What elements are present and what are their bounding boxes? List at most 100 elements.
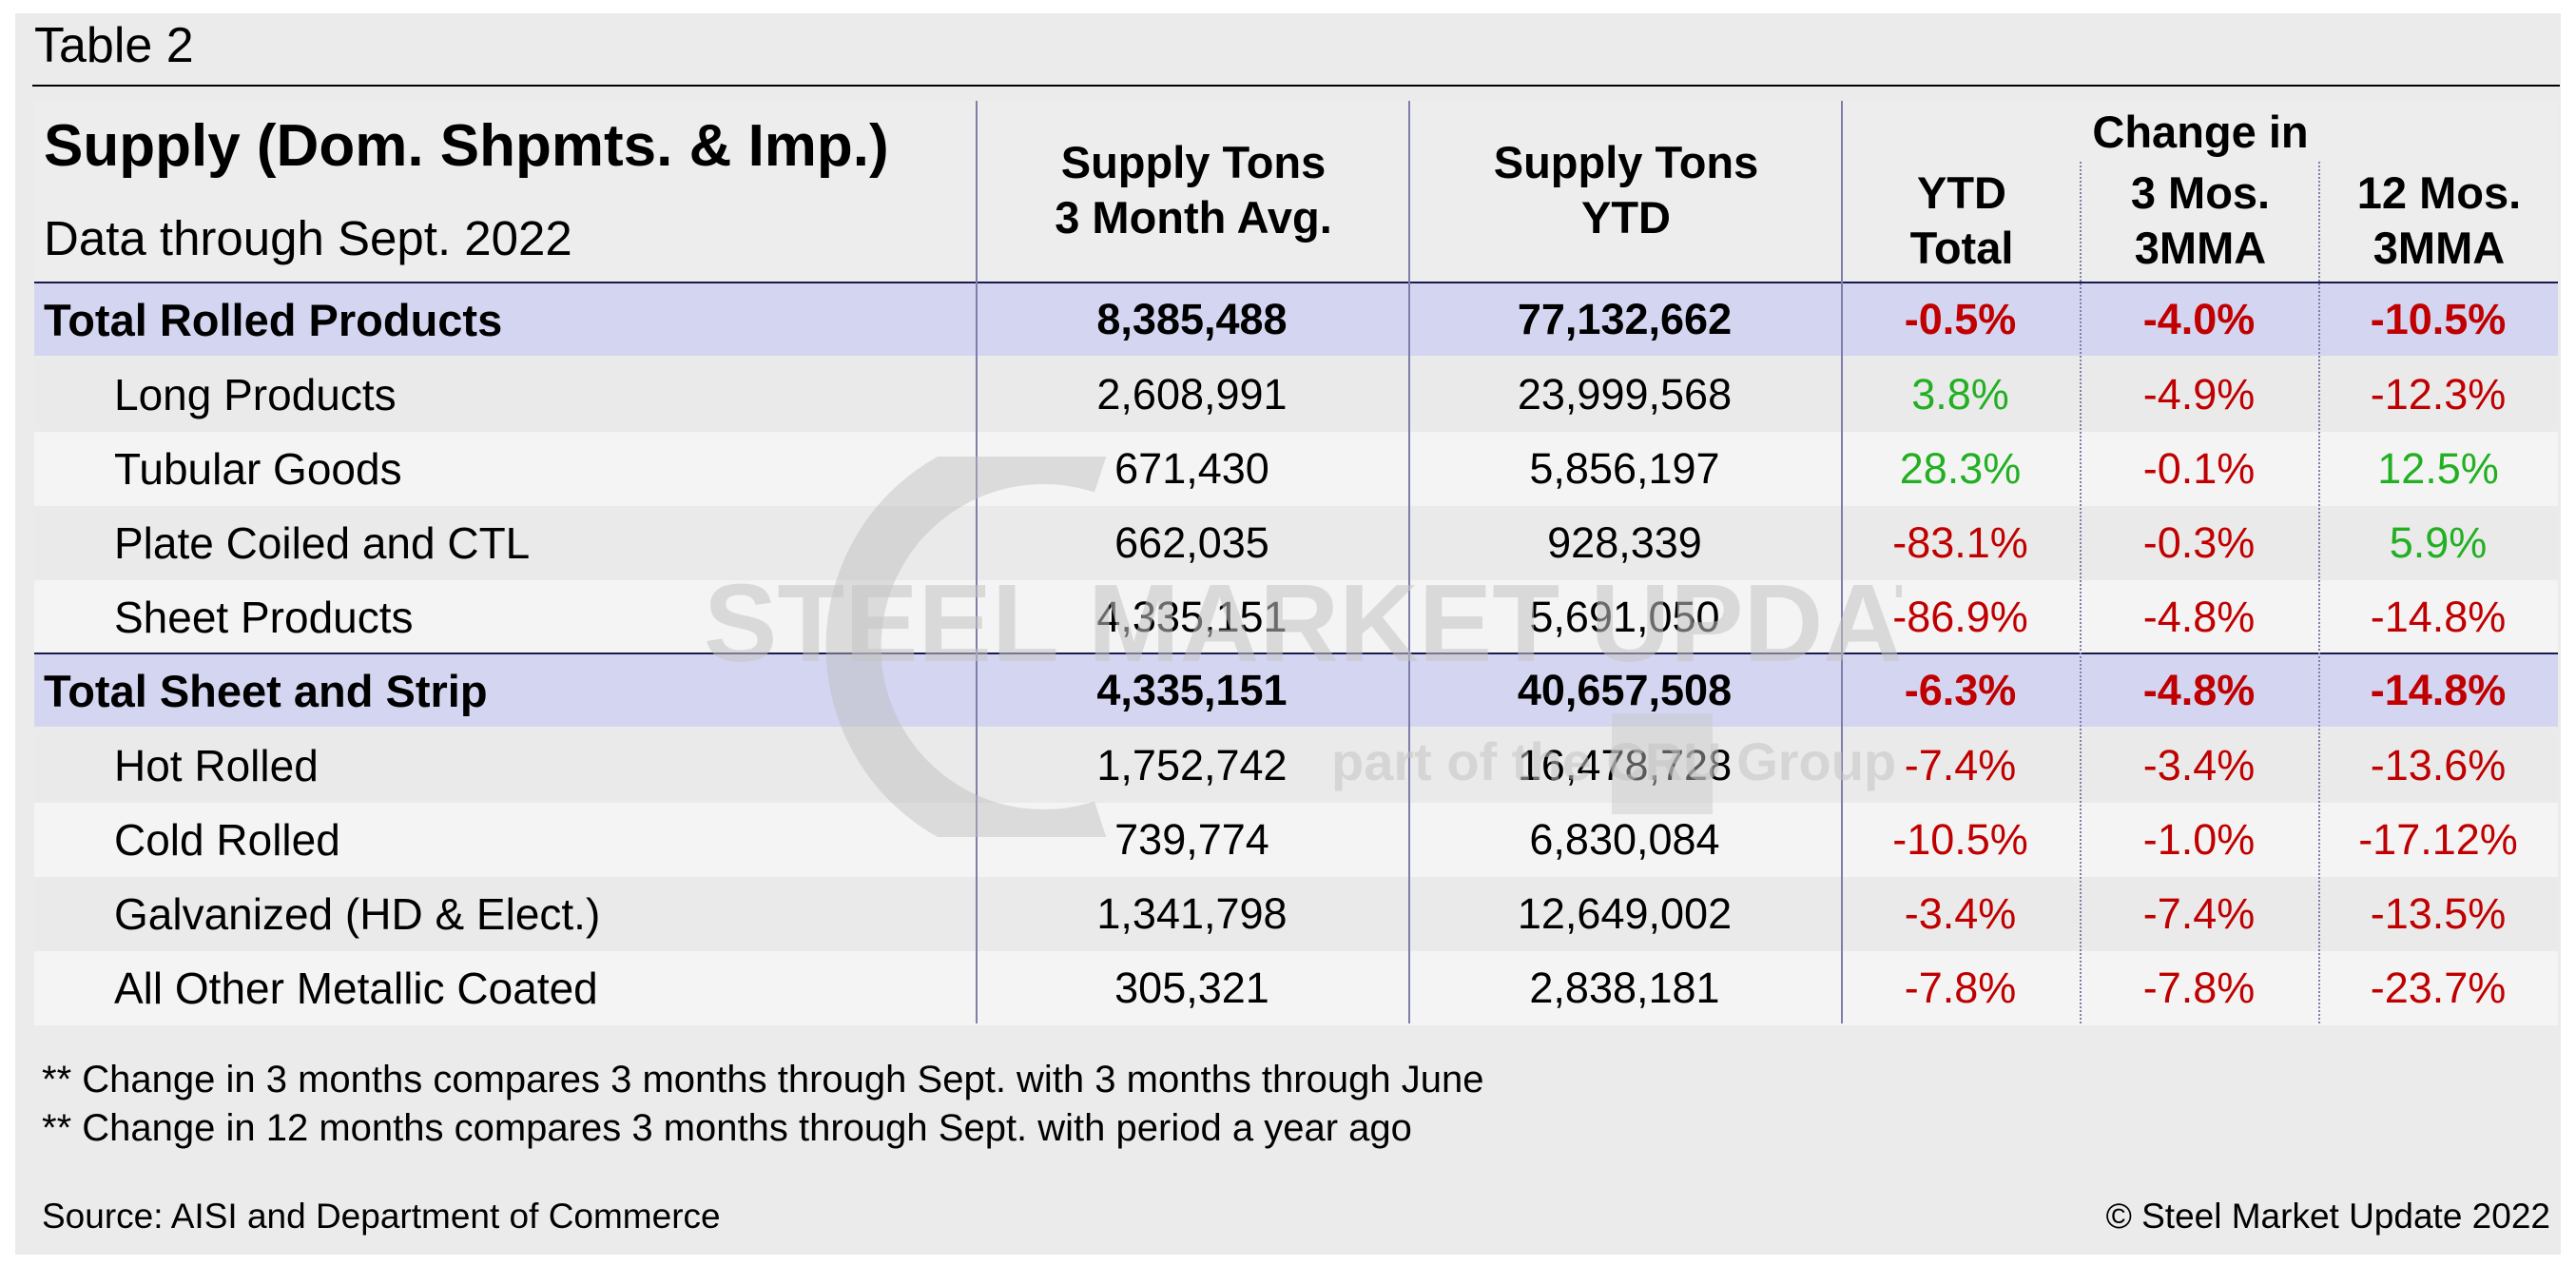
source-note: Source: AISI and Department of Commerce <box>42 1197 721 1236</box>
cell-avg: 1,752,742 <box>1096 741 1288 789</box>
table-row: Long Products 2,608,991 23,999,568 3.8% -4.9… <box>34 358 2558 432</box>
cell-avg: 662,035 <box>1114 518 1269 567</box>
cell-avg: 671,430 <box>1114 444 1269 493</box>
cell-chg-3: -4.8% <box>2142 666 2256 714</box>
cell-ytd: 2,838,181 <box>1529 964 1720 1012</box>
row-label: Hot Rolled <box>114 741 319 790</box>
cell-avg: 8,385,488 <box>1096 295 1288 343</box>
cell-chg-ytd: -7.4% <box>1904 741 2017 789</box>
cell-chg-ytd: 28.3% <box>1899 444 2022 493</box>
cell-chg-ytd: -7.8% <box>1904 964 2017 1012</box>
row-label: All Other Metallic Coated <box>114 964 598 1013</box>
col-header-12mos-line1: 12 Mos. <box>2356 167 2522 218</box>
col-header-ytd-total-line2: Total <box>1909 223 2014 273</box>
col-header-ytd-total-line1: YTD <box>1917 167 2006 218</box>
cell-avg: 1,341,798 <box>1096 889 1288 938</box>
cell-chg-12: -14.8% <box>2370 666 2507 714</box>
table-title: Supply (Dom. Shpmts. & Imp.) <box>44 113 889 179</box>
col-header-ytd-total: YTD Total <box>1843 166 2081 276</box>
row-label: Total Sheet and Strip <box>44 665 488 716</box>
cell-chg-3: -1.0% <box>2142 815 2256 864</box>
cell-chg-3: -7.4% <box>2142 889 2256 938</box>
cell-ytd: 23,999,568 <box>1517 370 1733 419</box>
row-label: Galvanized (HD & Elect.) <box>114 889 601 939</box>
cell-avg: 4,335,151 <box>1096 666 1288 714</box>
cell-chg-ytd: -83.1% <box>1892 518 2028 567</box>
section-divider <box>34 652 2558 654</box>
table-row: Sheet Products 4,335,151 5,691,050 -86.9% -4… <box>34 580 2558 654</box>
cell-ytd: 5,856,197 <box>1529 444 1720 493</box>
row-label: Tubular Goods <box>114 444 402 494</box>
col-header-3mos-line2: 3MMA <box>2134 223 2267 273</box>
cell-ytd: 77,132,662 <box>1517 295 1733 343</box>
col-header-ytd: Supply Tons YTD <box>1410 135 1842 245</box>
col-divider-4 <box>2080 162 2082 1023</box>
col-header-3mos: 3 Mos. 3MMA <box>2082 166 2319 276</box>
cell-chg-12: 5.9% <box>2389 518 2488 567</box>
col-divider-1 <box>976 101 978 1023</box>
cell-chg-3: -4.0% <box>2142 295 2256 343</box>
col-header-3mo-avg-line1: Supply Tons <box>1060 137 1327 187</box>
footnote: ** Change in 12 months compares 3 months… <box>42 1107 1412 1149</box>
cell-avg: 305,321 <box>1114 964 1269 1012</box>
cell-chg-12: 12.5% <box>2377 444 2499 493</box>
cell-chg-ytd: -6.3% <box>1904 666 2017 714</box>
col-header-ytd-line1: Supply Tons <box>1493 137 1759 187</box>
table-header: Supply (Dom. Shpmts. & Imp.) Data throug… <box>34 101 2558 282</box>
cell-chg-12: -13.6% <box>2370 741 2507 789</box>
col-divider-2 <box>1408 101 1410 1023</box>
footnote: ** Change in 3 months compares 3 months … <box>42 1059 1484 1100</box>
col-divider-3 <box>1841 101 1843 1023</box>
cell-chg-3: -0.1% <box>2142 444 2256 493</box>
caption-divider <box>32 85 2560 87</box>
footnotes: ** Change in 3 months compares 3 months … <box>42 1056 1483 1153</box>
cell-chg-12: -10.5% <box>2370 295 2507 343</box>
cell-chg-12: -23.7% <box>2370 964 2507 1012</box>
cell-chg-ytd: -0.5% <box>1904 295 2017 343</box>
cell-chg-12: -12.3% <box>2370 370 2507 419</box>
col-header-ytd-line2: YTD <box>1581 192 1671 243</box>
cell-chg-12: -13.5% <box>2370 889 2507 938</box>
row-label: Total Rolled Products <box>44 294 503 345</box>
cell-avg: 4,335,151 <box>1096 593 1288 641</box>
table-row: Tubular Goods 671,430 5,856,197 28.3% -0.1% 1… <box>34 432 2558 506</box>
col-header-3mo-avg-line2: 3 Month Avg. <box>1055 192 1332 243</box>
row-label: Sheet Products <box>114 593 414 642</box>
table-row: Hot Rolled 1,752,742 16,478,728 -7.4% -3.4% -… <box>34 729 2558 803</box>
cell-avg: 739,774 <box>1114 815 1269 864</box>
copyright-note: © Steel Market Update 2022 <box>2105 1197 2550 1236</box>
col-group-change-in: Change in <box>2092 107 2309 157</box>
cell-chg-3: -4.9% <box>2142 370 2256 419</box>
cell-avg: 2,608,991 <box>1096 370 1288 419</box>
cell-chg-3: -4.8% <box>2142 593 2256 641</box>
col-header-12mos-line2: 3MMA <box>2373 223 2506 273</box>
cell-chg-ytd: -3.4% <box>1904 889 2017 938</box>
cell-ytd: 5,691,050 <box>1529 593 1720 641</box>
cell-chg-ytd: -10.5% <box>1892 815 2028 864</box>
cell-chg-ytd: 3.8% <box>1911 370 2009 419</box>
supply-table: Supply (Dom. Shpmts. & Imp.) Data throug… <box>34 101 2558 1025</box>
header-divider <box>34 282 2558 283</box>
col-header-3mos-line1: 3 Mos. <box>2130 167 2271 218</box>
cell-ytd: 40,657,508 <box>1517 666 1733 714</box>
cell-chg-3: -3.4% <box>2142 741 2256 789</box>
table-row: Galvanized (HD & Elect.) 1,341,798 12,649,… <box>34 877 2558 951</box>
table-total-row: Total Sheet and Strip 4,335,151 40,657,508… <box>34 654 2558 727</box>
table-total-row: Total Rolled Products 8,385,488 77,132,662… <box>34 283 2558 356</box>
table-row: Plate Coiled and CTL 662,035 928,339 -83.1%… <box>34 506 2558 580</box>
cell-chg-ytd: -86.9% <box>1892 593 2028 641</box>
row-label: Long Products <box>114 370 397 419</box>
cell-ytd: 16,478,728 <box>1517 741 1733 789</box>
row-label: Plate Coiled and CTL <box>114 518 531 568</box>
cell-ytd: 928,339 <box>1547 518 1702 567</box>
table-subtitle: Data through Sept. 2022 <box>44 211 572 265</box>
cell-ytd: 6,830,084 <box>1529 815 1720 864</box>
cell-chg-3: -0.3% <box>2142 518 2256 567</box>
row-label: Cold Rolled <box>114 815 340 865</box>
cell-chg-3: -7.8% <box>2142 964 2256 1012</box>
col-header-12mos: 12 Mos. 3MMA <box>2320 166 2558 276</box>
table-row: All Other Metallic Coated 305,321 2,838,18… <box>34 951 2558 1025</box>
table-row: Cold Rolled 739,774 6,830,084 -10.5% -1.0% -1… <box>34 803 2558 877</box>
col-divider-5 <box>2318 162 2320 1023</box>
col-header-3mo-avg: Supply Tons 3 Month Avg. <box>978 135 1409 245</box>
